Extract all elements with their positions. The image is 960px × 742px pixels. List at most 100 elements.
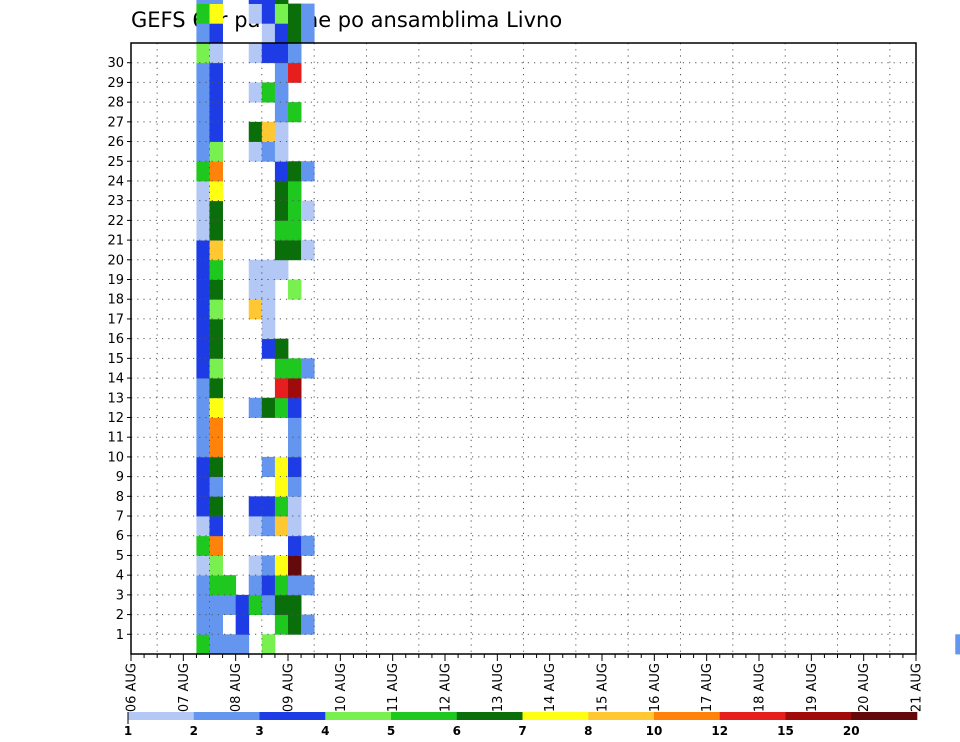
heatmap-cell (288, 575, 302, 596)
y-tick-label: 12 (107, 411, 124, 426)
grid-lines (131, 43, 916, 654)
heatmap-cell (248, 299, 263, 320)
heatmap-cell (222, 575, 237, 596)
y-tick-label: 3 (116, 588, 124, 603)
heatmap-cell (955, 634, 960, 655)
heatmap-cell (196, 121, 210, 142)
x-tick-label: 20 AUG (857, 663, 872, 712)
heatmap-cell (196, 220, 210, 241)
legend-color-swatch (522, 712, 589, 720)
legend-color-swatch (588, 712, 655, 720)
heatmap-cell (196, 82, 210, 103)
heatmap-cell (261, 259, 276, 280)
heatmap-cell (288, 378, 302, 399)
y-tick-label: 20 (107, 253, 124, 268)
heatmap-cell (274, 23, 289, 44)
y-tick-label: 16 (107, 332, 124, 347)
y-tick-label: 29 (107, 76, 124, 91)
x-tick-label: 09 AUG (282, 663, 297, 712)
heatmap-cell (274, 3, 289, 24)
heatmap-cell (209, 161, 223, 182)
heatmap-cell (261, 121, 276, 142)
x-tick-label: 08 AUG (229, 663, 244, 712)
heatmap-cell (274, 338, 289, 359)
heatmap-cell (261, 516, 276, 537)
legend-color-swatch (851, 712, 918, 720)
heatmap-cell (288, 220, 302, 241)
heatmap-cell (209, 43, 223, 64)
legend-label: 15 (777, 724, 794, 738)
heatmap-cell (261, 318, 276, 340)
heatmap-cell (261, 634, 276, 655)
heatmap-cell (209, 299, 223, 320)
heatmap-cell (274, 516, 289, 537)
heatmap-cell (288, 456, 302, 478)
heatmap-cell (288, 417, 302, 438)
legend-color-swatch (719, 712, 786, 720)
heatmap-cell (248, 594, 263, 615)
heatmap-cell (288, 397, 302, 418)
x-tick-label: 11 AUG (386, 663, 401, 712)
heatmap-cell (196, 496, 210, 517)
y-tick-label: 17 (107, 312, 124, 327)
y-tick-label: 6 (116, 529, 124, 544)
x-tick-label: 06 AUG (125, 663, 140, 712)
heatmap-cell (196, 417, 210, 438)
heatmap-cell (196, 240, 210, 261)
heatmap-cell (288, 102, 302, 123)
heatmap-cell (209, 496, 223, 517)
heatmap-cell (196, 437, 210, 458)
heatmap-cell (301, 614, 315, 635)
legend-label: 10 (646, 724, 663, 738)
heatmap-cell (209, 62, 223, 83)
heatmap-cell (261, 397, 276, 418)
heatmap-cell (209, 456, 223, 478)
heatmap-cell (209, 23, 223, 44)
heatmap-cell (196, 299, 210, 320)
heatmap-cell (274, 496, 289, 517)
heatmap-cell (288, 240, 302, 261)
heatmap-cell (196, 259, 210, 280)
heatmap-cell (288, 437, 302, 458)
y-tick-label: 28 (107, 96, 124, 111)
heatmap-cell (274, 456, 289, 478)
heatmap-cell (274, 220, 289, 241)
heatmap-cell (274, 575, 289, 596)
heatmap-cell (288, 161, 302, 182)
heatmap-cell (301, 535, 315, 556)
legend-label: 5 (387, 724, 395, 738)
heatmap-cell (235, 634, 250, 655)
y-tick-label: 24 (107, 174, 124, 189)
heatmap-cell (301, 161, 315, 182)
heatmap-cell (288, 496, 302, 517)
heatmap-cell (261, 338, 276, 359)
heatmap-cell (196, 575, 210, 596)
y-tick-label: 2 (116, 608, 124, 623)
y-tick-label: 22 (107, 214, 124, 229)
heatmap-cell (274, 397, 289, 418)
heatmap-cell (261, 82, 276, 103)
heatmap-cell (274, 476, 289, 497)
heatmap-cell (274, 594, 289, 615)
heatmap-cell (248, 82, 263, 103)
legend-label: 4 (321, 724, 329, 738)
heatmap-cell (209, 476, 223, 497)
heatmap-cell (248, 141, 263, 162)
x-tick-label: 19 AUG (805, 663, 820, 712)
heatmap-cell (288, 43, 302, 64)
heatmap-cell (274, 240, 289, 261)
heatmap-cell (196, 338, 210, 359)
heatmap-cell (261, 141, 276, 162)
heatmap-cell (274, 200, 289, 221)
y-tick-label: 23 (107, 194, 124, 209)
heatmap-cell (261, 496, 276, 517)
y-tick-label: 4 (116, 569, 124, 584)
heatmap-cell (274, 555, 289, 576)
legend-color-swatch (128, 712, 195, 720)
heatmap-cell (288, 535, 302, 556)
heatmap-cell (301, 200, 315, 221)
legend-color-swatch (456, 712, 523, 720)
x-tick-label: 13 AUG (491, 663, 506, 712)
heatmap-cell (274, 161, 289, 182)
heatmap-cell (209, 220, 223, 241)
